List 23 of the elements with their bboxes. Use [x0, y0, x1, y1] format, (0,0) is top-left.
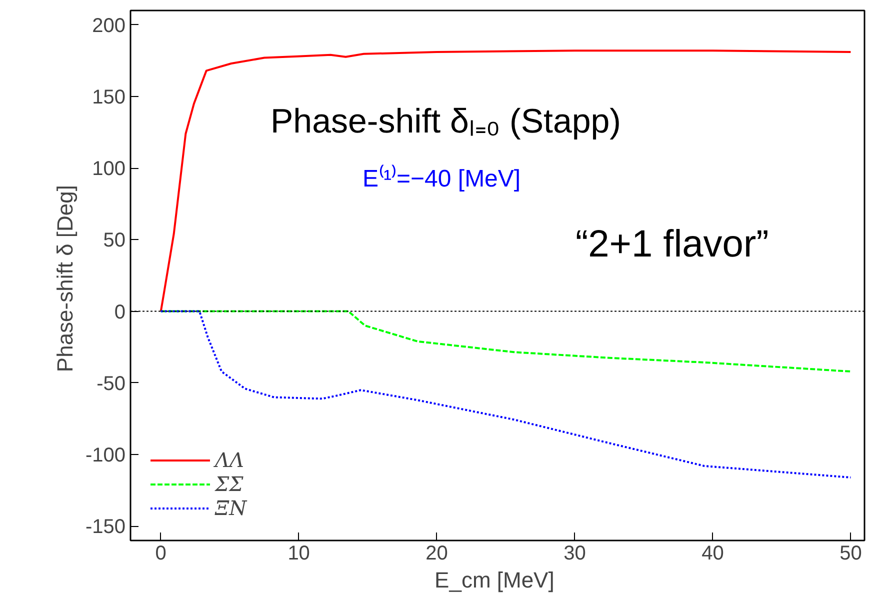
y-tick-label: -150	[85, 516, 126, 538]
y-tick-label: 150	[92, 86, 126, 108]
x-tick-label: 10	[288, 542, 310, 564]
x-tick-label: 0	[155, 542, 166, 564]
annotation: “2+1 flavor”	[576, 224, 769, 266]
y-tick-label: 200	[92, 14, 126, 37]
line-series	[160, 50, 852, 312]
x-tick-label: 40	[702, 542, 724, 564]
x-tick-label: 50	[840, 542, 862, 564]
annotation: Phase-shift δₗ₌₀ (Stapp)	[270, 102, 622, 140]
y-tick-label: 0	[114, 301, 126, 324]
annotation: E⁽¹⁾=−40 [MeV]	[362, 164, 521, 192]
y-tick-label: -100	[85, 444, 126, 467]
x-tick-label: 30	[564, 542, 586, 564]
x-axis-title: E_cm [MeV]	[434, 568, 554, 592]
legend-label: ΞN	[215, 496, 247, 520]
y-tick-label: -50	[96, 372, 126, 395]
y-axis-title: Phase-shift δ [Deg]	[52, 185, 78, 372]
y-tick-label: 50	[103, 230, 126, 252]
y-tick-label: 100	[92, 158, 126, 180]
x-tick-label: 20	[426, 542, 448, 564]
legend-label: ΣΣ	[215, 472, 244, 496]
legend-label: ΛΛ	[215, 448, 244, 472]
